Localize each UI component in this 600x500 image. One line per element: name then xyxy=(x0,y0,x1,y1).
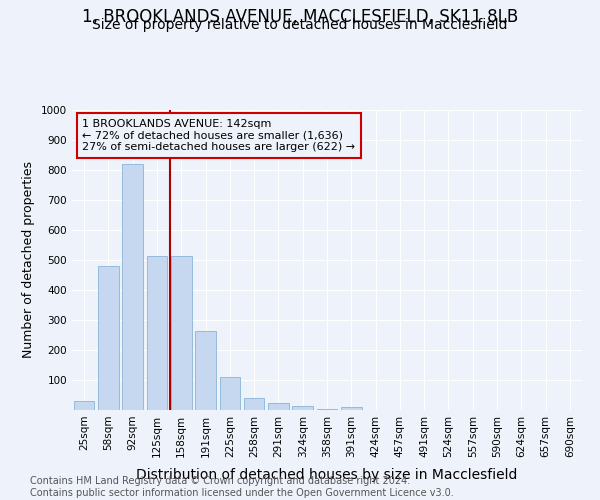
Bar xyxy=(146,256,167,410)
Bar xyxy=(74,401,94,410)
Bar xyxy=(171,256,191,410)
X-axis label: Distribution of detached houses by size in Macclesfield: Distribution of detached houses by size … xyxy=(136,468,518,482)
Text: 1 BROOKLANDS AVENUE: 142sqm
← 72% of detached houses are smaller (1,636)
27% of : 1 BROOKLANDS AVENUE: 142sqm ← 72% of det… xyxy=(82,119,355,152)
Text: Contains HM Land Registry data © Crown copyright and database right 2024.
Contai: Contains HM Land Registry data © Crown c… xyxy=(30,476,454,498)
Bar xyxy=(292,406,313,410)
Bar xyxy=(317,408,337,410)
Bar xyxy=(220,377,240,410)
Bar xyxy=(244,398,265,410)
Y-axis label: Number of detached properties: Number of detached properties xyxy=(22,162,35,358)
Bar xyxy=(341,407,362,410)
Bar xyxy=(122,164,143,410)
Bar xyxy=(98,266,119,410)
Bar xyxy=(268,404,289,410)
Text: 1, BROOKLANDS AVENUE, MACCLESFIELD, SK11 8LB: 1, BROOKLANDS AVENUE, MACCLESFIELD, SK11… xyxy=(82,8,518,26)
Bar xyxy=(195,330,216,410)
Text: Size of property relative to detached houses in Macclesfield: Size of property relative to detached ho… xyxy=(92,18,508,32)
